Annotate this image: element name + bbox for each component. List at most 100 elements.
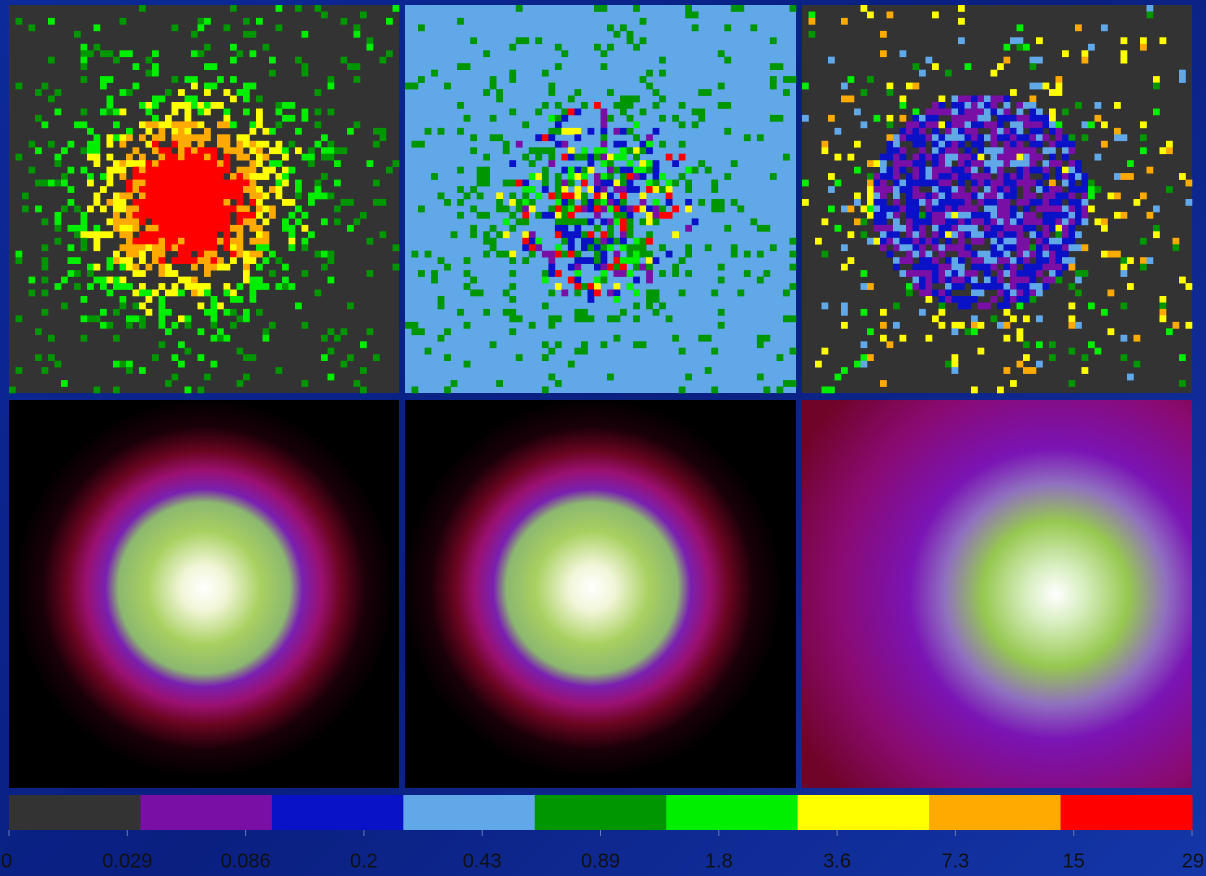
pixel bbox=[210, 334, 218, 342]
pixel bbox=[971, 127, 978, 135]
pixel bbox=[984, 114, 991, 122]
pixel bbox=[535, 108, 543, 116]
pixel bbox=[964, 63, 972, 70]
pixel bbox=[184, 315, 192, 323]
pixel bbox=[178, 89, 185, 96]
pixel bbox=[509, 308, 517, 316]
pixel bbox=[132, 82, 140, 90]
pixel bbox=[873, 160, 881, 167]
pixel bbox=[126, 263, 133, 271]
pixel bbox=[652, 89, 660, 96]
pixel bbox=[197, 328, 205, 336]
pixel bbox=[145, 199, 153, 206]
pixel bbox=[74, 257, 81, 264]
pixel bbox=[184, 153, 192, 161]
pixel bbox=[984, 160, 991, 167]
pixel bbox=[502, 218, 510, 226]
pixel bbox=[1081, 244, 1089, 252]
pixel bbox=[165, 211, 172, 219]
pixel bbox=[1081, 199, 1089, 206]
pixel bbox=[152, 354, 159, 361]
pixel bbox=[152, 121, 159, 129]
pixel bbox=[152, 69, 159, 77]
pixel bbox=[867, 179, 874, 187]
pixel bbox=[600, 5, 608, 12]
pixel bbox=[191, 76, 198, 83]
pixel bbox=[418, 76, 425, 83]
pixel bbox=[789, 347, 797, 355]
pixel bbox=[828, 386, 835, 394]
pixel bbox=[321, 354, 328, 361]
pixel bbox=[165, 270, 172, 277]
pixel bbox=[633, 95, 640, 103]
pixel bbox=[165, 237, 172, 245]
pixel bbox=[587, 315, 595, 323]
pixel bbox=[223, 211, 231, 219]
pixel bbox=[321, 153, 328, 161]
pixel bbox=[158, 166, 166, 174]
pixel bbox=[411, 140, 419, 148]
pixel bbox=[639, 37, 647, 45]
pixel bbox=[945, 211, 952, 219]
pixel bbox=[659, 69, 666, 77]
pixel bbox=[646, 211, 653, 219]
pixel bbox=[269, 205, 276, 213]
pixel bbox=[256, 147, 263, 155]
pixel bbox=[1036, 179, 1043, 187]
pixel bbox=[691, 166, 699, 174]
pixel bbox=[997, 127, 1004, 135]
pixel bbox=[984, 250, 991, 258]
pixel bbox=[554, 270, 562, 277]
pixel bbox=[971, 250, 978, 258]
pixel bbox=[1010, 127, 1017, 135]
pixel bbox=[548, 153, 556, 161]
pixel bbox=[971, 121, 978, 129]
pixel bbox=[256, 276, 263, 284]
pixel bbox=[1075, 199, 1082, 206]
pixel bbox=[548, 192, 556, 200]
pixel bbox=[1016, 134, 1024, 142]
pixel bbox=[1049, 224, 1056, 232]
pixel bbox=[48, 354, 55, 361]
pixel bbox=[574, 218, 582, 226]
pixel bbox=[366, 328, 374, 336]
pixel bbox=[997, 283, 1004, 290]
pixel bbox=[951, 367, 959, 374]
pixel bbox=[893, 218, 900, 226]
pixel bbox=[41, 276, 49, 284]
pixel bbox=[600, 186, 608, 193]
pixel bbox=[581, 347, 588, 355]
pixel bbox=[1075, 289, 1082, 297]
pixel bbox=[567, 250, 575, 258]
pixel bbox=[1068, 321, 1076, 329]
pixel bbox=[230, 147, 237, 155]
pixel bbox=[178, 211, 185, 219]
pixel bbox=[698, 114, 706, 122]
pixel bbox=[437, 127, 445, 135]
pixel bbox=[106, 166, 114, 174]
pixel bbox=[828, 186, 835, 193]
pixel bbox=[509, 108, 517, 116]
pixel bbox=[704, 334, 712, 342]
pixel bbox=[886, 140, 894, 148]
pixel bbox=[476, 179, 484, 187]
pixel bbox=[997, 386, 1004, 394]
pixel bbox=[93, 43, 101, 51]
pixel bbox=[223, 147, 231, 155]
pixel bbox=[548, 82, 556, 90]
pixel bbox=[522, 37, 530, 45]
pixel bbox=[522, 211, 530, 219]
pixel bbox=[483, 308, 490, 316]
pixel bbox=[860, 121, 868, 129]
pixel bbox=[1003, 186, 1011, 193]
pixel bbox=[197, 173, 205, 180]
pixel bbox=[249, 199, 257, 206]
pixel bbox=[990, 69, 998, 77]
pixel bbox=[789, 283, 797, 290]
pixel bbox=[152, 250, 159, 258]
pixel bbox=[626, 224, 634, 232]
pixel bbox=[80, 43, 88, 51]
pixel bbox=[158, 134, 166, 142]
pixel bbox=[113, 386, 120, 394]
pixel bbox=[139, 218, 146, 226]
